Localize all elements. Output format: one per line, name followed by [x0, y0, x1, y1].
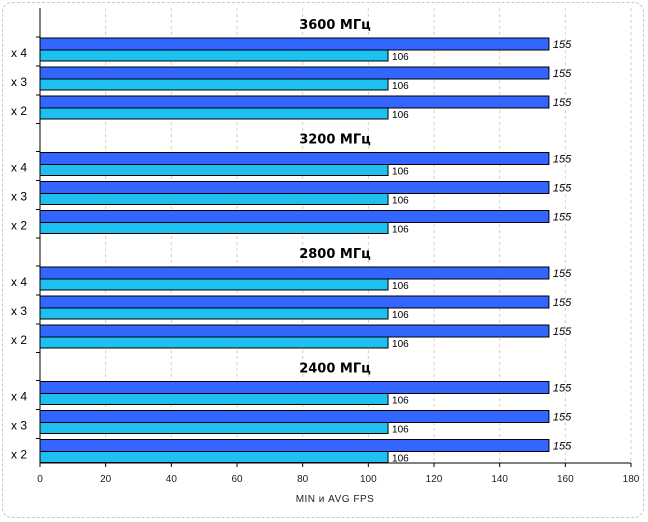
min-value-label: 106 [392, 425, 409, 436]
x-tick-label: 60 [231, 474, 243, 485]
avg-value-label: 155 [553, 97, 572, 109]
axes [36, 8, 632, 467]
avg-bar [39, 295, 550, 309]
avg-bar [39, 181, 550, 194]
category-label: x 3 [11, 304, 27, 318]
avg-bar [39, 266, 550, 280]
avg-bar [39, 381, 550, 394]
category-label: x 4 [11, 275, 27, 289]
chart-frame [2, 2, 644, 518]
avg-bar [39, 152, 550, 165]
category-label: x 3 [11, 419, 27, 433]
group-title: 3600 МГц [299, 18, 371, 33]
category-label: x 2 [11, 104, 27, 118]
bars [39, 37, 550, 463]
group-title: 2400 МГц [299, 362, 371, 377]
min-bar [39, 193, 389, 205]
min-value-label: 106 [392, 81, 409, 92]
avg-bar [39, 95, 550, 109]
category-label: x 2 [11, 448, 27, 462]
x-tick-label: 160 [557, 474, 574, 485]
avg-value-label: 155 [553, 154, 572, 166]
min-bar [39, 307, 389, 320]
group-title: 3200 МГц [299, 133, 371, 148]
x-tick-label: 0 [37, 474, 43, 485]
avg-value-label: 155 [553, 268, 572, 280]
min-value-label: 106 [392, 396, 409, 407]
avg-value-label: 155 [553, 68, 572, 80]
min-value-label: 106 [392, 281, 409, 292]
min-bar [39, 422, 389, 434]
min-value-label: 106 [392, 167, 409, 178]
x-tick-label: 180 [623, 474, 640, 485]
min-value-label: 106 [392, 196, 409, 207]
category-label: x 2 [11, 219, 27, 233]
avg-value-label: 155 [553, 441, 572, 453]
x-tick-label: 100 [360, 474, 377, 485]
x-tick-label: 20 [100, 474, 112, 485]
min-bar [39, 222, 389, 234]
category-label: x 4 [11, 46, 27, 60]
x-tick-label: 80 [297, 474, 309, 485]
avg-value-label: 155 [553, 297, 572, 309]
min-bar [39, 451, 389, 463]
category-label: x 4 [11, 161, 27, 175]
category-label: x 4 [11, 390, 27, 404]
x-tick-label: 120 [426, 474, 443, 485]
min-value-label: 106 [392, 52, 409, 63]
min-value-label: 106 [392, 339, 409, 350]
category-label: x 3 [11, 190, 27, 204]
category-label: x 3 [11, 75, 27, 89]
x-tick-label: 40 [166, 474, 178, 485]
avg-bar [39, 37, 550, 51]
min-bar [39, 278, 389, 291]
avg-value-label: 155 [553, 39, 572, 51]
x-tick-label: 140 [491, 474, 508, 485]
min-value-label: 106 [392, 310, 409, 321]
avg-value-label: 155 [553, 383, 572, 395]
avg-bar [39, 439, 550, 452]
avg-bar [39, 410, 550, 423]
avg-bar [39, 324, 550, 338]
min-value-label: 106 [392, 225, 409, 236]
avg-value-label: 155 [553, 412, 572, 424]
min-bar [39, 164, 389, 176]
avg-bar [39, 66, 550, 80]
avg-value-label: 155 [553, 212, 572, 224]
min-bar [39, 336, 389, 349]
min-bar [39, 49, 389, 62]
category-label: x 2 [11, 333, 27, 347]
min-bar [39, 107, 389, 120]
avg-value-label: 155 [553, 326, 572, 338]
min-value-label: 106 [392, 110, 409, 121]
min-bar [39, 393, 389, 405]
x-axis-title: MIN и AVG FPS [296, 494, 375, 505]
min-bar [39, 78, 389, 91]
avg-value-label: 155 [553, 183, 572, 195]
labels: 0 20 40 60 80 100 120 140 160 180 3600 МГц x 4 155 10… [11, 18, 640, 485]
avg-bar [39, 210, 550, 223]
min-value-label: 106 [392, 454, 409, 465]
group-title: 2800 МГц [299, 247, 371, 262]
